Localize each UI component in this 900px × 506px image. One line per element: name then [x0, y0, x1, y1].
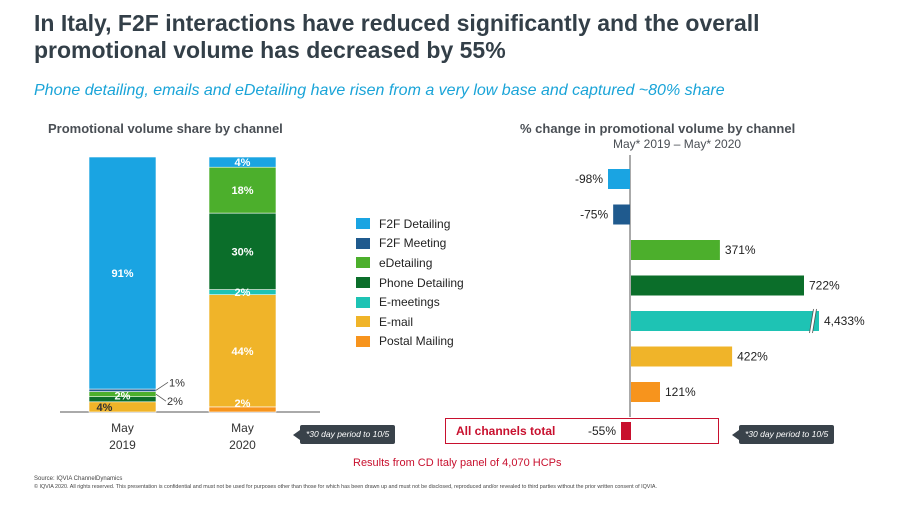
callout-label: 2%	[167, 396, 183, 408]
total-label: All channels total	[456, 424, 556, 438]
legend-label: eDetailing	[379, 255, 433, 270]
bar-postal-mailing	[631, 382, 660, 402]
data-label: 2%	[235, 287, 251, 299]
legend-label: Phone Detailing	[379, 275, 464, 290]
bar-e-meetings	[631, 311, 819, 331]
panel-note: Results from CD Italy panel of 4,070 HCP…	[353, 457, 562, 469]
callout-line	[155, 393, 167, 402]
bar-f2f-detailing-0	[88, 156, 157, 390]
bar-e-mail	[631, 346, 733, 367]
value-label: -75%	[580, 208, 608, 222]
callout-line	[155, 381, 169, 391]
value-label: 4,433%	[824, 314, 865, 328]
category-label: 2019	[109, 438, 136, 452]
legend-item-f2f-meeting: F2F Meeting	[356, 234, 464, 254]
bar-f2f-meeting	[613, 204, 630, 225]
value-label: 422%	[737, 350, 768, 364]
axis-break-mark	[809, 308, 817, 334]
data-label: 4%	[97, 402, 113, 414]
value-label: 371%	[725, 243, 756, 257]
legend-swatch	[356, 237, 370, 249]
page-subtitle: Phone detailing, emails and eDetailing h…	[34, 82, 725, 99]
legend-swatch	[356, 277, 370, 289]
category-label: 2020	[229, 438, 256, 452]
category-label: May	[231, 421, 254, 435]
value-label: -98%	[575, 172, 603, 186]
data-label: 2%	[115, 391, 131, 403]
left-chart-title: Promotional volume share by channel	[48, 121, 283, 136]
data-label: 30%	[231, 246, 253, 258]
legend-swatch	[356, 218, 370, 230]
copyright-text: © IQVIA 2020. All rights reserved. This …	[34, 484, 657, 490]
category-label: May	[111, 421, 134, 435]
data-label: 44%	[231, 346, 253, 358]
bar-f2f-detailing	[608, 169, 630, 189]
legend-item-postal-mailing: Postal Mailing	[356, 332, 464, 352]
bar-phone-detailing-1	[208, 212, 277, 290]
legend-swatch	[356, 335, 370, 347]
legend-label: F2F Detailing	[379, 216, 451, 231]
total-value: -55%	[588, 424, 617, 438]
legend-swatch	[356, 296, 370, 308]
axis-break-mark	[809, 308, 814, 334]
total-row: All channels total -55%	[445, 418, 719, 444]
data-label: 2%	[235, 398, 251, 410]
legend-item-e-mail: E-mail	[356, 312, 464, 332]
callout-label: 1%	[169, 377, 185, 389]
source-text: Source: IQVIA ChannelDynamics	[34, 476, 123, 482]
legend-swatch	[356, 257, 370, 269]
value-label: 722%	[809, 279, 840, 293]
legend-label: E-meetings	[379, 295, 440, 310]
legend-label: Postal Mailing	[379, 334, 454, 349]
left-note: *30 day period to 10/5	[292, 425, 396, 444]
legend: F2F Detailing F2F Meeting eDetailing Phone …	[356, 214, 464, 351]
legend-label: E-mail	[379, 314, 414, 329]
legend-item-phone-detailing: Phone Detailing	[356, 273, 464, 293]
legend-label: F2F Meeting	[379, 236, 447, 251]
bar-edetailing-1	[208, 166, 277, 214]
data-label: 18%	[231, 185, 253, 197]
page-title: In Italy, F2F interactions have reduced …	[34, 10, 760, 63]
legend-item-e-meetings: E-meetings	[356, 292, 464, 312]
legend-swatch	[356, 316, 370, 328]
data-label: 91%	[111, 268, 133, 280]
bar-phone-detailing	[631, 275, 804, 296]
legend-item-f2f-detailing: F2F Detailing	[356, 214, 464, 234]
right-chart-subtitle: May* 2019 – May* 2020	[613, 137, 742, 151]
right-note: *30 day period to 10/5	[731, 425, 835, 444]
axis-break-mark	[812, 308, 817, 334]
right-chart-title: % change in promotional volume by channe…	[520, 121, 796, 136]
bar-f2f-detailing-1	[208, 156, 277, 168]
total-bar	[621, 422, 631, 440]
value-label: 121%	[665, 385, 696, 399]
legend-item-edetailing: eDetailing	[356, 253, 464, 273]
change-bar-chart: -98% -75% 371% 722% 4,433% 422% 121%	[575, 155, 865, 417]
bar-edetailing	[631, 240, 720, 260]
data-label: 4%	[235, 157, 251, 169]
